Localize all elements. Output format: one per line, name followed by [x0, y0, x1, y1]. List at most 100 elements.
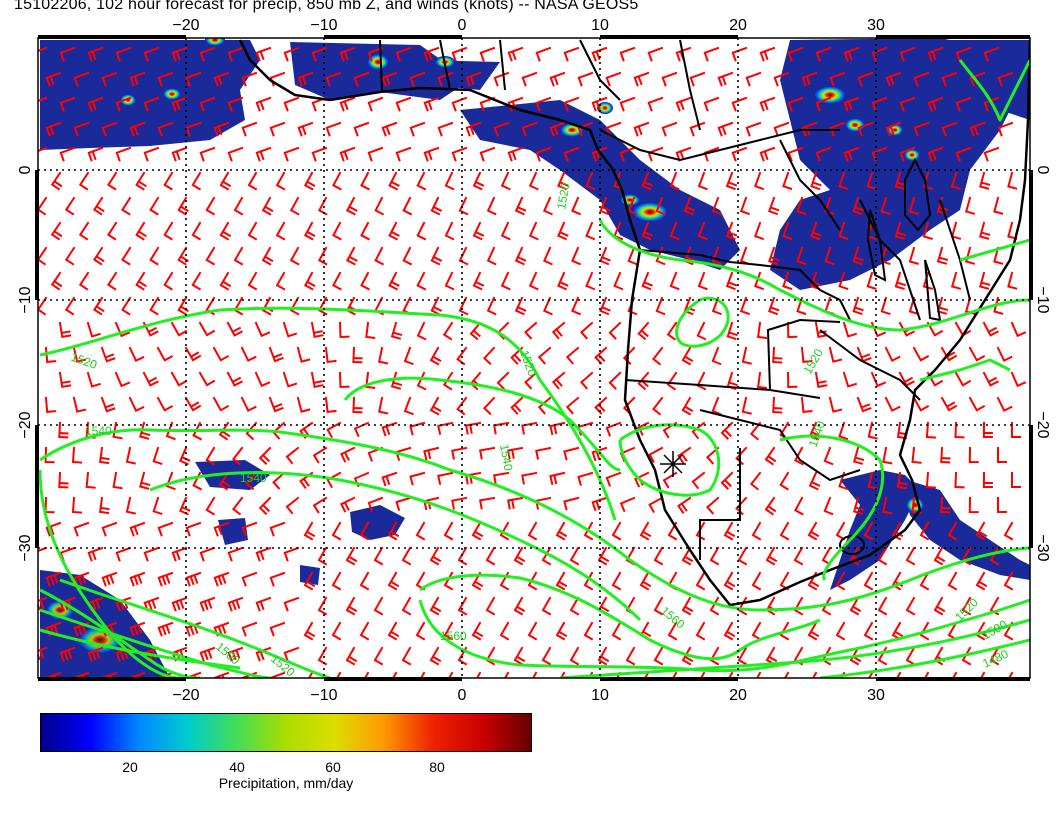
wind-barb — [968, 396, 986, 412]
wind-barb — [842, 371, 858, 388]
wind-barb — [73, 121, 90, 137]
wind-barb — [591, 46, 608, 62]
lat-label: −30 — [1034, 534, 1051, 561]
wind-barb — [437, 121, 454, 137]
wind-barb — [226, 321, 243, 337]
wind-barb — [107, 221, 118, 241]
contour-label: 1540 — [85, 424, 112, 438]
wind-barb — [852, 446, 865, 465]
wind-barb — [38, 146, 48, 152]
wind-barb — [662, 471, 678, 489]
wind-barb — [157, 521, 174, 537]
coastline-layer — [238, 39, 1030, 607]
wind-barb — [87, 46, 104, 62]
wind-barb — [933, 546, 946, 566]
wind-barb — [101, 121, 118, 137]
wind-barb — [667, 621, 678, 641]
wind-barb — [437, 471, 454, 485]
wind-barb — [479, 496, 496, 510]
wind-barb — [415, 621, 426, 641]
wind-barb — [597, 646, 610, 666]
wind-barb — [241, 71, 258, 87]
wind-barb — [296, 396, 311, 413]
wind-barb — [611, 571, 622, 591]
wind-barb — [894, 171, 907, 190]
wind-barb — [885, 121, 902, 137]
wind-barb — [381, 421, 398, 437]
wind-barb — [171, 146, 188, 162]
wind-barb — [783, 671, 790, 678]
wind-barb — [283, 46, 300, 62]
wind-barb — [479, 46, 496, 62]
wind-barb — [482, 396, 496, 416]
wind-barb — [513, 646, 526, 666]
wind-barb — [954, 371, 972, 387]
wind-barb — [430, 196, 443, 216]
wind-barb — [359, 571, 370, 591]
wind-barb — [815, 46, 832, 62]
wind-barb — [363, 671, 370, 678]
wind-barb — [919, 521, 930, 541]
wind-barb — [50, 171, 63, 191]
wind-barb — [1003, 521, 1014, 541]
wind-barb — [45, 71, 62, 87]
wind-barb — [205, 246, 216, 266]
wind-barb — [808, 471, 821, 491]
wind-barb — [759, 46, 776, 62]
wind-barb — [528, 171, 539, 191]
wind-barb — [339, 146, 356, 162]
wind-barb — [219, 271, 232, 291]
wind-barb — [87, 646, 104, 662]
wind-barb — [213, 621, 230, 637]
wind-barb — [332, 271, 342, 291]
wind-barb — [723, 521, 736, 541]
wind-barb — [340, 496, 356, 513]
wind-barb — [731, 146, 748, 162]
wind-barb — [38, 546, 48, 552]
wind-barb — [852, 246, 864, 266]
wind-barb — [815, 146, 832, 162]
wind-barb — [542, 196, 553, 216]
wind-barb — [521, 121, 538, 137]
wind-barb — [395, 96, 412, 112]
wind-barb — [163, 171, 174, 191]
wind-barb — [882, 496, 893, 515]
wind-barb — [537, 396, 552, 415]
wind-barb — [345, 646, 358, 666]
wind-barb — [129, 671, 146, 678]
wind-barb — [1003, 571, 1014, 591]
wind-barb — [941, 71, 958, 87]
wind-barb — [1007, 271, 1018, 290]
wind-barb — [73, 671, 90, 678]
wind-barb — [807, 521, 820, 541]
frame-tick-bars — [35, 35, 1033, 681]
wind-barb — [793, 546, 804, 566]
wind-barb — [884, 396, 901, 412]
wind-barb — [975, 571, 988, 591]
wind-barb — [345, 596, 358, 616]
wind-barb — [93, 246, 105, 266]
wind-barb — [870, 371, 887, 388]
wind-barb — [429, 646, 442, 666]
wind-barb — [563, 146, 580, 162]
wind-barb — [563, 96, 580, 112]
lat-labels-right: 0 −10 −20 −30 — [1034, 166, 1051, 562]
wind-barb — [979, 671, 986, 678]
wind-barb — [157, 571, 174, 587]
wind-barb — [507, 146, 524, 162]
wind-barb — [45, 571, 62, 587]
wind-barb — [968, 446, 979, 464]
wind-barb — [451, 96, 468, 112]
wind-barb — [811, 671, 818, 678]
wind-barb — [619, 46, 636, 62]
wind-barb — [579, 371, 594, 390]
wind-barb — [527, 521, 538, 541]
wind-barb — [367, 496, 384, 512]
wind-barb — [800, 396, 813, 413]
lon-label: 20 — [729, 17, 747, 34]
station-marker-icon — [660, 451, 686, 477]
wind-barb — [969, 121, 986, 137]
wind-barb — [101, 521, 118, 537]
wind-barb — [115, 96, 132, 112]
wind-barb — [493, 121, 510, 137]
